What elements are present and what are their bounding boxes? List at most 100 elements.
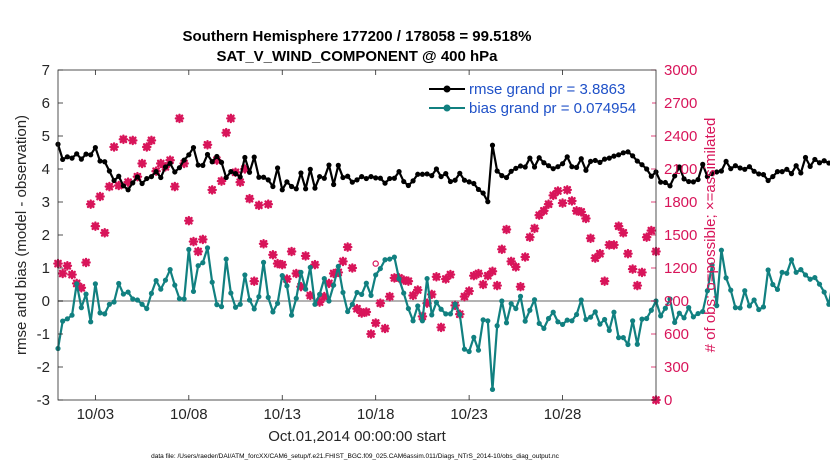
obs-assimilated-marker: [562, 185, 573, 195]
obs-assimilated-marker: [529, 223, 540, 234]
bias-point: [396, 276, 402, 282]
rmse-point: [709, 171, 715, 177]
obs-assimilated-marker: [403, 276, 414, 286]
rmse-point: [345, 173, 351, 179]
rmse-point: [298, 170, 304, 176]
obs-assimilated-core: [298, 284, 304, 289]
rmse-point: [256, 174, 262, 180]
bias-point: [503, 320, 510, 326]
bias-point: [373, 272, 379, 278]
bias-point: [807, 276, 813, 282]
obs-assimilated-marker: [445, 269, 456, 280]
bias-point: [592, 309, 598, 315]
obs-assimilated-core: [611, 242, 617, 248]
obs-assimilated-core: [130, 138, 135, 143]
obs-assimilated-marker: [310, 259, 320, 270]
rmse-point: [88, 152, 94, 158]
obs-assimilated-core: [555, 188, 561, 194]
obs-assimilated-core: [494, 283, 500, 288]
obs-assimilated-marker: [62, 261, 73, 271]
bias-point: [172, 282, 178, 288]
obs-assimilated-marker: [85, 199, 96, 210]
obs-assimilated-core: [438, 325, 444, 330]
bias-point: [162, 277, 169, 283]
legend-box: [425, 76, 652, 116]
chart-title: Southern Hemisphere 177200 / 178058 = 99…: [183, 28, 532, 45]
y-tick-label: 0: [42, 293, 50, 310]
y-right-tick-label: 2100: [664, 161, 697, 178]
rmse-point: [639, 162, 645, 168]
obs-assimilated-marker: [366, 329, 376, 339]
obs-assimilated-core: [518, 284, 523, 289]
bias-point: [573, 311, 580, 318]
bias-point: [452, 301, 458, 307]
x-tick-label: 10/03: [77, 406, 115, 423]
obs-assimilated-marker: [609, 240, 619, 250]
bias-point: [779, 269, 785, 275]
bias-point: [770, 281, 776, 288]
obs-assimilated-core: [546, 202, 551, 207]
rmse-point: [541, 160, 547, 166]
bias-point: [686, 305, 692, 311]
bias-point: [438, 306, 444, 312]
obs-assimilated-marker: [525, 232, 535, 243]
obs-assimilated-marker: [384, 291, 395, 302]
bias-point: [354, 289, 360, 296]
obs-assimilated-marker: [81, 257, 91, 268]
obs-assimilated-core: [350, 265, 355, 271]
rmse-point: [279, 187, 285, 193]
rmse-point: [307, 166, 313, 172]
obs-assimilated-marker: [104, 181, 115, 192]
obs-assimilated-marker: [286, 246, 297, 257]
obs-assimilated-marker: [342, 242, 353, 252]
y-right-tick-label: 1500: [664, 227, 697, 244]
rmse-point: [732, 163, 739, 169]
obs-assimilated-marker: [511, 262, 521, 272]
obs-assimilated-core: [209, 187, 215, 193]
bias-point: [284, 283, 290, 289]
bias-point: [583, 316, 589, 323]
bias-point: [120, 291, 127, 297]
rmse-point: [644, 166, 650, 172]
bias-point: [293, 295, 299, 301]
rmse-point: [802, 154, 809, 161]
obs-assimilated-core: [508, 259, 514, 264]
obs-assimilated-core: [256, 203, 262, 208]
obs-assimilated-marker: [380, 323, 390, 334]
obs-assimilated-marker: [627, 264, 638, 274]
obs-assimilated-core: [289, 249, 294, 254]
bias-point: [625, 341, 631, 348]
bias-point: [69, 312, 75, 318]
rmse-point: [517, 163, 524, 169]
bias-point: [209, 279, 215, 285]
rmse-point: [120, 183, 127, 189]
bias-point: [536, 320, 542, 327]
obs-assimilated-marker: [641, 232, 652, 243]
obs-assimilated-core: [410, 293, 416, 298]
bias-point: [695, 310, 701, 317]
obs-assimilated-marker: [90, 221, 101, 232]
obs-assimilated-core: [345, 244, 350, 250]
rmse-point: [382, 180, 388, 186]
bias-point: [88, 319, 94, 325]
obs-assimilated-core: [107, 184, 112, 189]
rmse-point: [74, 151, 80, 157]
obs-assimilated-marker: [193, 246, 203, 257]
bias-point: [298, 269, 304, 275]
bias-point: [545, 315, 552, 322]
bias-point: [424, 275, 430, 282]
left-axis: -3 -2 -1 0 1 2 3 4 5 6 7: [37, 62, 63, 409]
obs-assimilated-core: [560, 200, 565, 206]
rmse-point: [153, 169, 159, 175]
bias-point: [723, 275, 729, 281]
bias-point: [489, 386, 496, 393]
bias-point: [116, 280, 122, 287]
obs-assimilated-marker: [184, 215, 194, 226]
obs-assimilated-core: [579, 209, 584, 215]
rmse-point: [377, 175, 383, 181]
rmse-point: [125, 187, 131, 193]
bias-point: [111, 299, 117, 305]
obs-assimilated-marker: [198, 234, 208, 245]
rmse-point: [106, 168, 112, 174]
rmse-point: [531, 164, 538, 170]
